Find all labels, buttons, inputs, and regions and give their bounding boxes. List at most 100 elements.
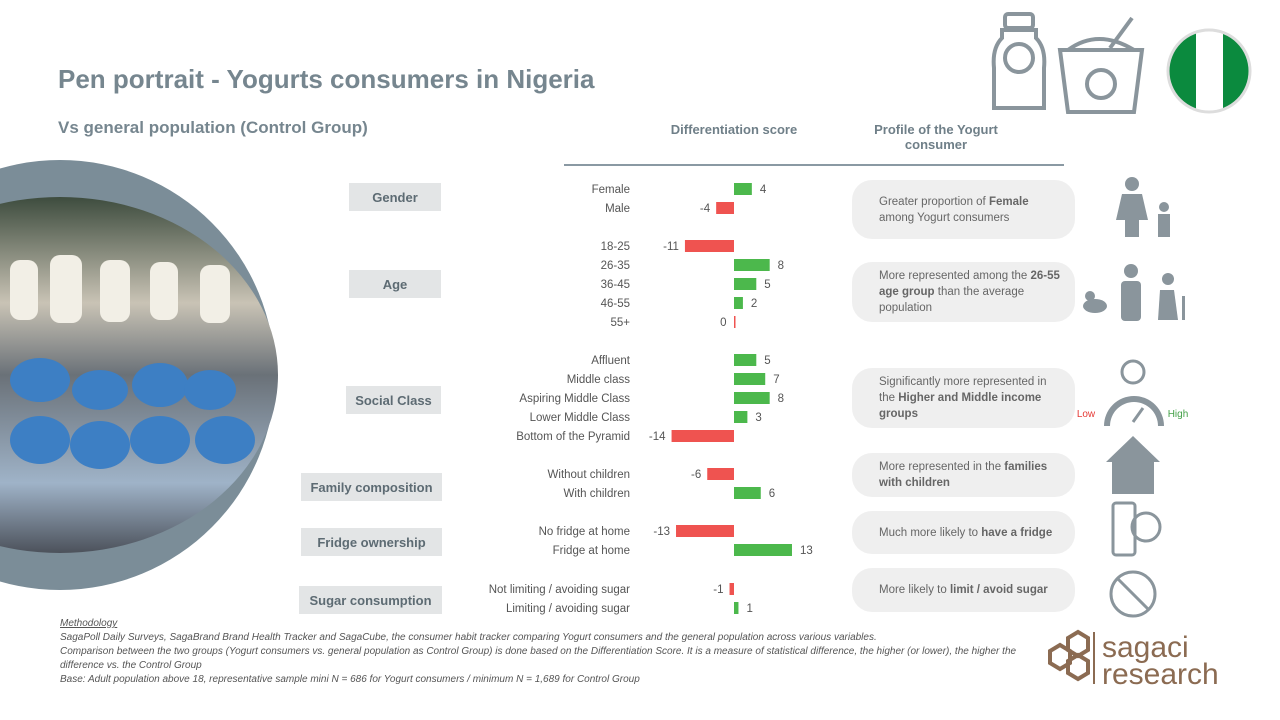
bar bbox=[734, 411, 748, 423]
category-label: Affluent bbox=[591, 355, 631, 367]
bar bbox=[671, 430, 734, 442]
profile-bold: families with children bbox=[879, 461, 1048, 489]
value-label: 7 bbox=[773, 374, 779, 386]
group-label: Age bbox=[349, 270, 441, 298]
value-label: 5 bbox=[764, 355, 770, 367]
value-label: 1 bbox=[746, 603, 752, 615]
yogurt-icons bbox=[991, 12, 1145, 114]
category-label: No fridge at home bbox=[539, 526, 630, 538]
group-label: Social Class bbox=[346, 386, 441, 414]
profile-text: Much more likely to have a fridge bbox=[879, 525, 1052, 541]
methodology-line: Base: Adult population above 18, represe… bbox=[60, 674, 640, 685]
profile-text: More represented in the families with ch… bbox=[879, 459, 1061, 491]
category-label: Lower Middle Class bbox=[530, 412, 631, 424]
value-label: 5 bbox=[764, 279, 770, 291]
profile-run: Significantly more represented in the bbox=[879, 376, 1047, 404]
value-label: -14 bbox=[649, 431, 666, 443]
category-label: 36-45 bbox=[601, 279, 630, 291]
profile-box: More likely to limit / avoid sugar bbox=[852, 568, 1075, 612]
profile-bold: 26-55 age group bbox=[879, 270, 1060, 298]
category-label: 26-35 bbox=[601, 260, 630, 272]
profile-run: More represented in the bbox=[879, 461, 1005, 473]
value-label: 13 bbox=[800, 545, 813, 557]
profile-box: More represented among the 26-55 age gro… bbox=[852, 262, 1075, 322]
value-label: 3 bbox=[755, 412, 761, 424]
category-label: Aspiring Middle Class bbox=[519, 393, 630, 405]
group-label: Sugar consumption bbox=[299, 586, 442, 614]
logo-line2: research bbox=[1102, 658, 1219, 691]
bar bbox=[734, 544, 792, 556]
category-label: Male bbox=[605, 203, 630, 215]
profile-header: Profile of the Yogurt consumer bbox=[874, 122, 998, 152]
category-label: Fridge at home bbox=[553, 545, 630, 557]
logo-bar bbox=[1093, 632, 1095, 684]
profile-box: Greater proportion of Female among Yogur… bbox=[852, 180, 1075, 239]
profile-text: More likely to limit / avoid sugar bbox=[879, 582, 1048, 598]
bar bbox=[729, 583, 734, 595]
profile-box: More represented in the families with ch… bbox=[852, 453, 1075, 497]
profile-bold: Female bbox=[988, 195, 1029, 208]
category-label: With children bbox=[564, 488, 630, 500]
bar bbox=[734, 602, 739, 614]
photo bbox=[0, 197, 278, 553]
side-icons bbox=[1083, 177, 1185, 618]
profile-run: Greater proportion of bbox=[879, 195, 989, 208]
category-label: Female bbox=[592, 184, 630, 196]
score-header: Differentiation score bbox=[670, 122, 798, 137]
category-label: Not limiting / avoiding sugar bbox=[489, 584, 630, 596]
value-label: 8 bbox=[778, 393, 784, 405]
bar bbox=[716, 202, 734, 214]
profile-run: among Yogurt consumers bbox=[879, 211, 1010, 224]
methodology-title: Methodology bbox=[60, 618, 118, 629]
value-label: -4 bbox=[700, 203, 711, 215]
category-label: 46-55 bbox=[601, 298, 630, 310]
bar bbox=[734, 316, 736, 328]
profile-text: Significantly more represented in the Hi… bbox=[879, 374, 1061, 422]
profile-text: More represented among the 26-55 age gro… bbox=[879, 268, 1061, 316]
bar bbox=[676, 525, 734, 537]
profile-run: Much more likely to bbox=[879, 526, 982, 539]
category-label: Bottom of the Pyramid bbox=[516, 431, 630, 443]
value-label: 6 bbox=[769, 488, 775, 500]
value-label: -1 bbox=[713, 584, 723, 596]
category-label: 18-25 bbox=[601, 241, 630, 253]
bar bbox=[734, 392, 770, 404]
bar bbox=[734, 183, 752, 195]
bar bbox=[734, 373, 766, 385]
profile-bold: limit / avoid sugar bbox=[949, 584, 1048, 596]
value-label: -11 bbox=[663, 241, 679, 253]
group-label: Gender bbox=[349, 183, 441, 211]
logo-line1: sagaci bbox=[1102, 631, 1189, 664]
bar bbox=[734, 297, 743, 309]
income-low: Low bbox=[1077, 409, 1096, 420]
bar bbox=[684, 240, 734, 252]
bar bbox=[734, 259, 770, 271]
value-label: -13 bbox=[653, 526, 670, 538]
category-label: Without children bbox=[548, 469, 630, 481]
title: Pen portrait - Yogurts consumers in Nige… bbox=[58, 64, 595, 94]
methodology: Methodology SagaPoll Daily Surveys, Saga… bbox=[60, 617, 1020, 687]
profile-box: Much more likely to have a fridge bbox=[852, 511, 1075, 554]
methodology-line: Comparison between the two groups (Yogur… bbox=[60, 646, 1017, 671]
category-label: Limiting / avoiding sugar bbox=[506, 603, 630, 615]
group-label: Family composition bbox=[301, 473, 442, 501]
value-label: 2 bbox=[751, 298, 757, 310]
value-label: 0 bbox=[720, 317, 726, 329]
bar bbox=[734, 487, 761, 499]
bar bbox=[734, 354, 757, 366]
profile-run: More represented among the bbox=[879, 270, 1031, 282]
profile-run: than the average population bbox=[879, 286, 1025, 314]
methodology-line: SagaPoll Daily Surveys, SagaBrand Brand … bbox=[60, 632, 877, 643]
value-label: 4 bbox=[760, 184, 767, 196]
value-label: -6 bbox=[691, 469, 701, 481]
subtitle: Vs general population (Control Group) bbox=[58, 118, 368, 137]
category-label: Middle class bbox=[567, 374, 631, 386]
value-label: 8 bbox=[778, 260, 784, 272]
group-label: Fridge ownership bbox=[301, 528, 442, 556]
bar bbox=[734, 278, 757, 290]
nigeria-flag bbox=[1166, 28, 1252, 114]
profile-bold: have a fridge bbox=[981, 526, 1053, 539]
bar bbox=[707, 468, 734, 480]
